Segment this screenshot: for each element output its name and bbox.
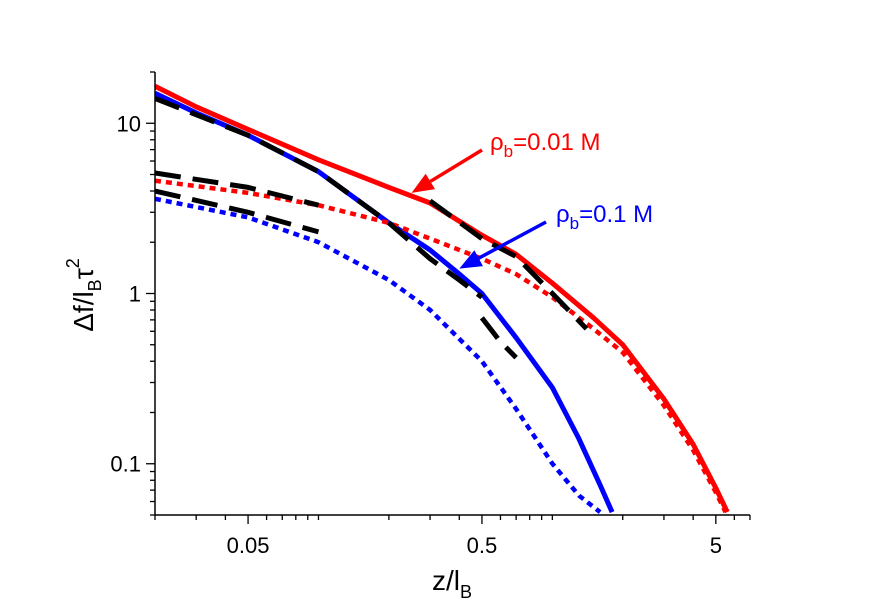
y-axis-title: Δf/lBτ2: [63, 258, 105, 332]
annotation-label: ρb=0.01 M: [490, 129, 601, 161]
annotation-arrow-shaft: [477, 220, 547, 260]
x-ticks: 0.05 0.5 5: [154, 515, 751, 558]
annotation-label: ρb=0.1 M: [556, 201, 653, 233]
series-line-2-solid: [155, 91, 615, 514]
y-axis-title-main: Δf/l: [68, 291, 99, 331]
series-line-9-dashed: [155, 188, 320, 235]
y-axis-title-tau: τ: [68, 268, 99, 279]
series-line-8-dashed: [155, 170, 320, 208]
series-line-3-dotted: [155, 178, 728, 514]
x-axis-title-sub: B: [460, 582, 472, 602]
annotation-arrow-shaft: [429, 148, 483, 183]
y-axis-title-sub: B: [85, 279, 105, 291]
series-line-4-dotted: [155, 196, 602, 514]
series-line-7-dashed: [428, 198, 589, 331]
x-tick-label: 0.05: [227, 533, 270, 558]
y-axis-title-sup: 2: [63, 258, 83, 268]
y-tick-label: 1: [129, 282, 141, 307]
annotations: ρb=0.01 M ρb=0.1 M: [411, 129, 653, 269]
series-line-5-dashed: [155, 96, 484, 300]
annotation-arrow-head: [459, 250, 483, 269]
x-tick-label: 5: [710, 533, 722, 558]
x-tick-label: 0.5: [467, 533, 498, 558]
x-axis-title-main: z/l: [432, 565, 460, 596]
series-layer: [155, 83, 730, 514]
y-tick-label: 0.1: [110, 452, 141, 477]
annotation-arrow-head: [411, 173, 436, 193]
axes-layer: [154, 72, 750, 516]
series-line-6-dashed: [479, 316, 518, 360]
series-line-1-solid: [155, 83, 730, 514]
y-tick-label: 10: [117, 111, 141, 136]
y-ticks: 0.1 1 10: [110, 71, 155, 516]
x-axis-title: z/lB: [432, 565, 472, 602]
